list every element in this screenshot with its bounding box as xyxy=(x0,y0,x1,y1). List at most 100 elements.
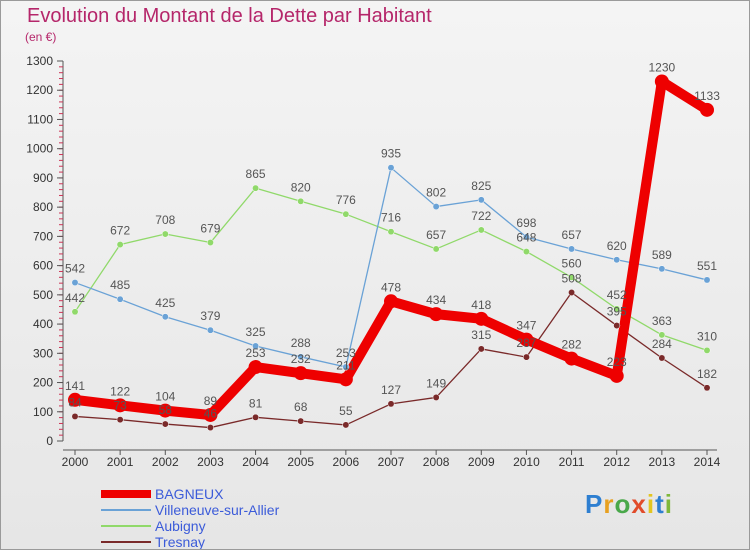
data-point xyxy=(252,184,260,192)
data-label: 84 xyxy=(68,395,82,409)
data-point xyxy=(703,276,711,284)
data-point xyxy=(429,307,444,322)
y-tick-label: 900 xyxy=(33,171,53,185)
data-label: 825 xyxy=(471,179,491,193)
y-tick-label: 0 xyxy=(46,434,53,448)
data-label: 508 xyxy=(562,272,582,286)
data-label: 73 xyxy=(113,399,127,413)
data-label: 551 xyxy=(697,259,717,273)
data-point xyxy=(206,424,214,432)
data-point xyxy=(432,203,440,211)
y-tick-label: 1300 xyxy=(26,54,53,68)
data-label: 363 xyxy=(652,314,672,328)
data-point xyxy=(613,256,621,264)
x-tick-label: 2000 xyxy=(62,455,89,469)
data-label: 672 xyxy=(110,224,130,238)
data-label: 223 xyxy=(607,355,627,369)
data-label: 442 xyxy=(65,291,85,305)
data-label: 232 xyxy=(291,352,311,366)
legend-item-bagneux: BAGNEUX xyxy=(101,486,361,502)
x-tick-label: 2004 xyxy=(242,455,269,469)
data-label: 58 xyxy=(159,403,173,417)
logo-letter: o xyxy=(614,489,632,519)
data-point xyxy=(658,354,666,362)
data-point xyxy=(203,407,218,422)
data-point xyxy=(71,412,79,420)
data-label: 478 xyxy=(381,280,401,294)
data-label: 679 xyxy=(200,222,220,236)
data-label: 698 xyxy=(516,216,536,230)
data-label: 434 xyxy=(426,293,446,307)
data-label: 379 xyxy=(200,309,220,323)
logo-letter: i xyxy=(646,489,656,519)
data-label: 560 xyxy=(562,256,582,270)
data-point xyxy=(116,295,124,303)
data-point xyxy=(338,372,353,387)
data-point xyxy=(161,230,169,238)
x-tick-label: 2014 xyxy=(694,455,721,469)
y-tick-label: 600 xyxy=(33,259,53,273)
data-point xyxy=(477,345,485,353)
data-point xyxy=(71,308,79,316)
data-point xyxy=(568,273,576,281)
data-point xyxy=(116,241,124,249)
data-label: 1133 xyxy=(694,89,720,103)
data-label: 284 xyxy=(652,337,672,351)
data-point xyxy=(387,400,395,408)
data-point xyxy=(658,331,666,339)
data-point xyxy=(158,403,173,418)
data-label: 211 xyxy=(336,358,355,372)
data-point xyxy=(116,416,124,424)
data-label: 418 xyxy=(471,298,491,312)
data-label: 657 xyxy=(562,228,582,242)
chart-title: Evolution du Montant de la Dette par Hab… xyxy=(27,5,432,27)
data-label: 122 xyxy=(110,384,130,398)
axes: 0 100 200 300 400 500 600 700 800 900 1000 1100 1200… xyxy=(26,54,720,469)
data-point xyxy=(568,245,576,253)
data-label: 648 xyxy=(516,231,536,245)
data-label: 347 xyxy=(516,319,536,333)
data-label: 820 xyxy=(291,180,311,194)
data-point xyxy=(432,245,440,253)
data-point xyxy=(609,368,624,383)
data-point xyxy=(654,74,669,89)
logo-letter: t xyxy=(655,489,665,519)
data-label: 282 xyxy=(562,338,582,352)
data-point xyxy=(113,398,128,413)
data-label: 425 xyxy=(155,296,175,310)
data-point xyxy=(68,392,82,407)
data-label: 485 xyxy=(110,278,130,292)
data-label: 657 xyxy=(426,228,446,242)
data-label: 802 xyxy=(426,186,446,200)
data-labels: 542 485 425 379 325 288 253 935 802 825 698 657 620 5… xyxy=(65,60,720,420)
data-label: 81 xyxy=(249,396,263,410)
y-tick-label: 800 xyxy=(33,200,53,214)
data-point xyxy=(342,363,350,371)
x-tick-label: 2003 xyxy=(197,455,224,469)
logo-letter: P xyxy=(585,489,604,519)
data-label: 127 xyxy=(381,383,401,397)
data-point xyxy=(477,226,485,234)
y-tick-label: 1000 xyxy=(26,142,53,156)
data-point xyxy=(564,351,579,366)
y-tick-label: 1200 xyxy=(26,83,53,97)
logo-letter: i xyxy=(664,489,673,519)
data-label: 149 xyxy=(426,376,446,390)
legend-swatch-tresnay xyxy=(101,541,151,543)
data-label: 55 xyxy=(339,404,353,418)
data-point xyxy=(387,164,395,172)
y-tick-label: 500 xyxy=(33,288,53,302)
legend: BAGNEUX Villeneuve-sur-Allier Aubigny Tr… xyxy=(101,486,361,549)
data-point xyxy=(297,417,305,425)
data-point xyxy=(297,197,305,205)
x-tick-label: 2008 xyxy=(423,455,450,469)
data-label: 452 xyxy=(607,288,627,302)
y-axis-unit: (en €) xyxy=(25,30,57,44)
data-point xyxy=(519,332,534,347)
data-point xyxy=(568,289,576,296)
data-point xyxy=(342,421,350,429)
x-tick-label: 2011 xyxy=(559,455,585,469)
data-label: 315 xyxy=(471,328,491,342)
